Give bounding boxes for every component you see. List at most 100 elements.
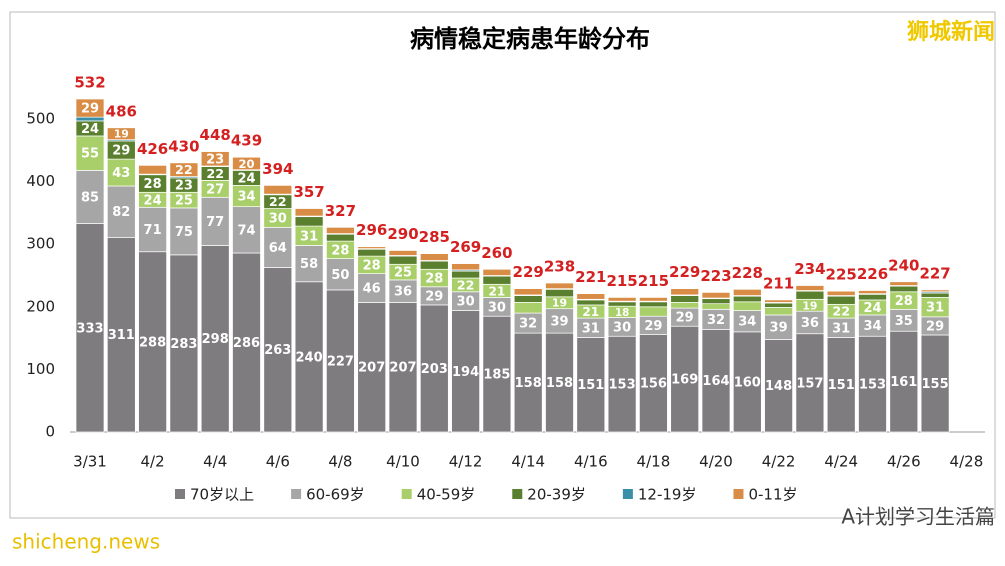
- segment-label: 164: [702, 374, 729, 389]
- bar-segment: [106, 236, 136, 433]
- x-tick-label: 4/10: [386, 453, 420, 471]
- total-label: 269: [450, 238, 481, 256]
- segment-label: 30: [457, 295, 475, 310]
- footer-site: shicheng.news: [12, 530, 160, 554]
- segment-label: 21: [582, 305, 599, 319]
- bar-segment: [858, 335, 887, 433]
- segment-label: 34: [237, 190, 255, 205]
- bar-segment: [889, 330, 919, 433]
- segment-label: 22: [206, 167, 224, 182]
- segment-label: 31: [832, 321, 850, 336]
- segment-label: 28: [331, 243, 349, 258]
- x-tick-label: 4/4: [203, 453, 227, 471]
- x-tick-label: 4/2: [141, 453, 165, 471]
- bar-segment: [263, 185, 293, 195]
- footer-account: A计划学习生活篇: [841, 505, 995, 529]
- total-label: 357: [293, 183, 324, 201]
- segment-label: 28: [895, 294, 913, 309]
- legend-swatch: [512, 489, 523, 499]
- segment-label: 153: [859, 378, 886, 393]
- bar-segment: [169, 254, 199, 433]
- segment-label: 153: [609, 378, 636, 393]
- total-label: 223: [700, 267, 731, 285]
- segment-label: 288: [139, 335, 166, 350]
- segment-label: 169: [671, 373, 698, 388]
- bar-segment: [764, 299, 793, 303]
- total-label: 296: [356, 221, 387, 239]
- bar-segment: [357, 302, 387, 433]
- total-label: 229: [669, 263, 700, 281]
- bar-segment: [732, 331, 762, 433]
- segment-label: 207: [389, 361, 416, 376]
- bar-segment: [388, 250, 418, 256]
- bar-segment: [858, 293, 887, 301]
- total-label: 260: [481, 244, 512, 262]
- bar-segment: [701, 328, 731, 433]
- y-tick-label: 200: [26, 297, 55, 315]
- segment-label: 31: [926, 301, 944, 316]
- legend-label: 60-69岁: [306, 486, 365, 504]
- y-tick-label: 0: [45, 423, 55, 441]
- x-tick-label: 4/28: [950, 453, 984, 471]
- segment-label: 240: [296, 350, 323, 365]
- bar-segment: [701, 298, 731, 305]
- x-tick-label: 4/12: [449, 453, 483, 471]
- segment-label: 50: [331, 268, 349, 283]
- segment-label: 151: [577, 378, 604, 393]
- segment-label: 158: [515, 376, 542, 391]
- segment-label: 23: [175, 179, 193, 194]
- x-tick-label: 4/24: [824, 453, 858, 471]
- legend-swatch: [733, 489, 744, 499]
- segment-label: 29: [81, 102, 99, 117]
- bar-segment: [764, 339, 793, 433]
- bar-segment: [920, 289, 950, 293]
- bar-segment: [732, 295, 762, 303]
- segment-label: 71: [144, 223, 162, 238]
- bar-segment: [263, 267, 293, 433]
- bar-segment: [764, 307, 793, 316]
- segment-label: 298: [202, 332, 229, 347]
- bar-segment: [576, 299, 606, 306]
- total-label: 215: [606, 272, 637, 290]
- segment-label: 85: [81, 190, 99, 205]
- bar-segment: [920, 292, 950, 298]
- bar-segment: [294, 216, 324, 227]
- segment-label: 25: [175, 194, 193, 209]
- segment-label: 29: [644, 319, 662, 334]
- total-label: 285: [419, 228, 450, 246]
- bar-segment: [701, 303, 731, 310]
- bar-segment: [545, 332, 574, 433]
- segment-label: 30: [488, 300, 506, 315]
- total-label: 532: [74, 74, 105, 92]
- watermark: 狮城新闻: [907, 19, 995, 45]
- bar-segment: [106, 185, 136, 238]
- segment-label: 82: [112, 205, 130, 220]
- bar-segment: [75, 135, 105, 171]
- segment-label: 157: [796, 376, 823, 391]
- segment-label: 283: [170, 337, 197, 352]
- y-tick-label: 500: [26, 110, 55, 128]
- total-label: 225: [826, 266, 857, 284]
- segment-label: 263: [264, 343, 291, 358]
- legend-swatch: [291, 489, 302, 499]
- segment-label: 30: [269, 211, 287, 226]
- x-tick-label: 4/8: [328, 453, 352, 471]
- bar-segment: [106, 127, 136, 141]
- segment-label: 28: [363, 258, 381, 273]
- bar-segment: [326, 289, 355, 433]
- bar-segment: [106, 158, 136, 187]
- legend-swatch: [622, 489, 633, 499]
- segment-label: 20: [238, 157, 254, 171]
- y-tick-label: 100: [26, 360, 55, 378]
- bar-segment: [388, 255, 418, 265]
- segment-label: 227: [327, 354, 354, 369]
- bar-segment: [732, 301, 762, 311]
- segment-label: 19: [802, 299, 817, 312]
- legend-label: 40-59岁: [417, 486, 476, 504]
- segment-label: 36: [394, 285, 412, 300]
- total-label: 234: [794, 260, 825, 278]
- segment-label: 21: [488, 284, 505, 298]
- total-label: 394: [262, 160, 293, 178]
- segment-label: 22: [269, 195, 287, 210]
- bar-segment: [607, 301, 637, 307]
